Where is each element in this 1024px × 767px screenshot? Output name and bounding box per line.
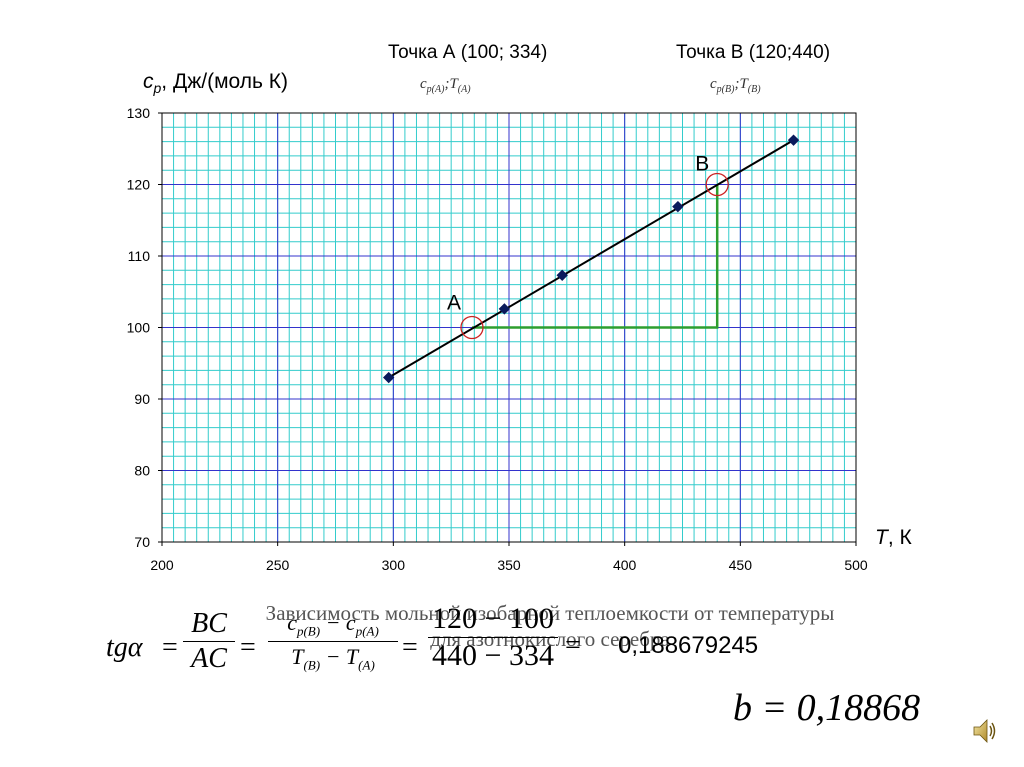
- axis-ticks: 200 250 300 350 400 450 500 70 80 90 100 110 120 130: [127, 105, 868, 573]
- x-tick-label: 300: [382, 557, 406, 573]
- x-tick-label: 400: [613, 557, 637, 573]
- x-tick-label: 250: [266, 557, 290, 573]
- data-point: [382, 371, 395, 384]
- point-b-label: В: [695, 153, 709, 176]
- fraction-cp-diff: cp(B) − cp(A): [287, 610, 379, 639]
- y-tick-label: 100: [127, 320, 151, 336]
- caption-line-1: Зависимость мольной изобарной теплоемкос…: [265, 601, 835, 625]
- y-tick-label: 90: [134, 391, 150, 407]
- point-b-label: Точка В (120;440): [676, 42, 831, 63]
- y-tick-label: 80: [134, 463, 150, 479]
- y-tick-label: 120: [127, 177, 151, 193]
- x-tick-label: 500: [844, 557, 868, 573]
- data-point: [498, 303, 511, 315]
- point-b-circle: [705, 172, 729, 197]
- caption-line-2: для азотнокислого серебра: [430, 627, 670, 651]
- x-tick-label: 200: [150, 557, 174, 573]
- x-tick-label: 450: [729, 557, 753, 573]
- y-axis-label: cp, Дж/(моль К): [143, 70, 288, 96]
- chart-overlay: АВ: [382, 134, 800, 384]
- slope-formula: tgα = BC AC = cp(B) − cp(A) T(B) − T(A) …: [106, 602, 759, 675]
- fit-line: [388, 139, 795, 379]
- fraction-ac: AC: [191, 643, 227, 674]
- fraction-t-diff: T(B) − T(A): [291, 644, 375, 673]
- fraction-bc-ac: BC AC: [183, 608, 235, 675]
- triangle-legs: [471, 184, 719, 329]
- data-point: [672, 200, 684, 213]
- point-b-sublabel: cp(B);T(B): [710, 76, 761, 95]
- point-a-sublabel: cp(A);T(A): [420, 76, 471, 95]
- y-tick-label: 110: [128, 248, 151, 264]
- fraction-bc: BC: [191, 608, 227, 639]
- fraction-numeric: 120 − 100 440 − 334: [428, 602, 558, 673]
- heat-capacity-chart: 200 250 300 350 400 450 500708090100110120130 …: [127, 70, 913, 573]
- formula-lhs: tgα: [106, 632, 143, 663]
- fraction-numeric-den: 440 − 334: [432, 639, 554, 672]
- point-a-label: А: [447, 292, 461, 315]
- x-axis-label: T, К: [875, 526, 912, 549]
- x-tick-label: 350: [497, 557, 521, 573]
- data-point: [556, 269, 568, 282]
- fraction-numeric-num: 120 − 100: [432, 602, 554, 635]
- speaker-icon[interactable]: [972, 716, 998, 746]
- fraction-cp-t: cp(B) − cp(A) T(B) − T(A): [268, 610, 398, 674]
- y-tick-label: 70: [134, 534, 150, 550]
- b-value: b = 0,18868: [733, 687, 921, 729]
- slope-result: 0,188679245: [618, 632, 759, 659]
- point-a-label: Точка А (100; 334): [388, 42, 548, 63]
- point-a-circle: [460, 315, 484, 340]
- data-point: [787, 134, 800, 146]
- y-tick-label: 130: [127, 105, 151, 121]
- chart-caption: Зависимость мольной изобарной теплоемкос…: [195, 600, 905, 652]
